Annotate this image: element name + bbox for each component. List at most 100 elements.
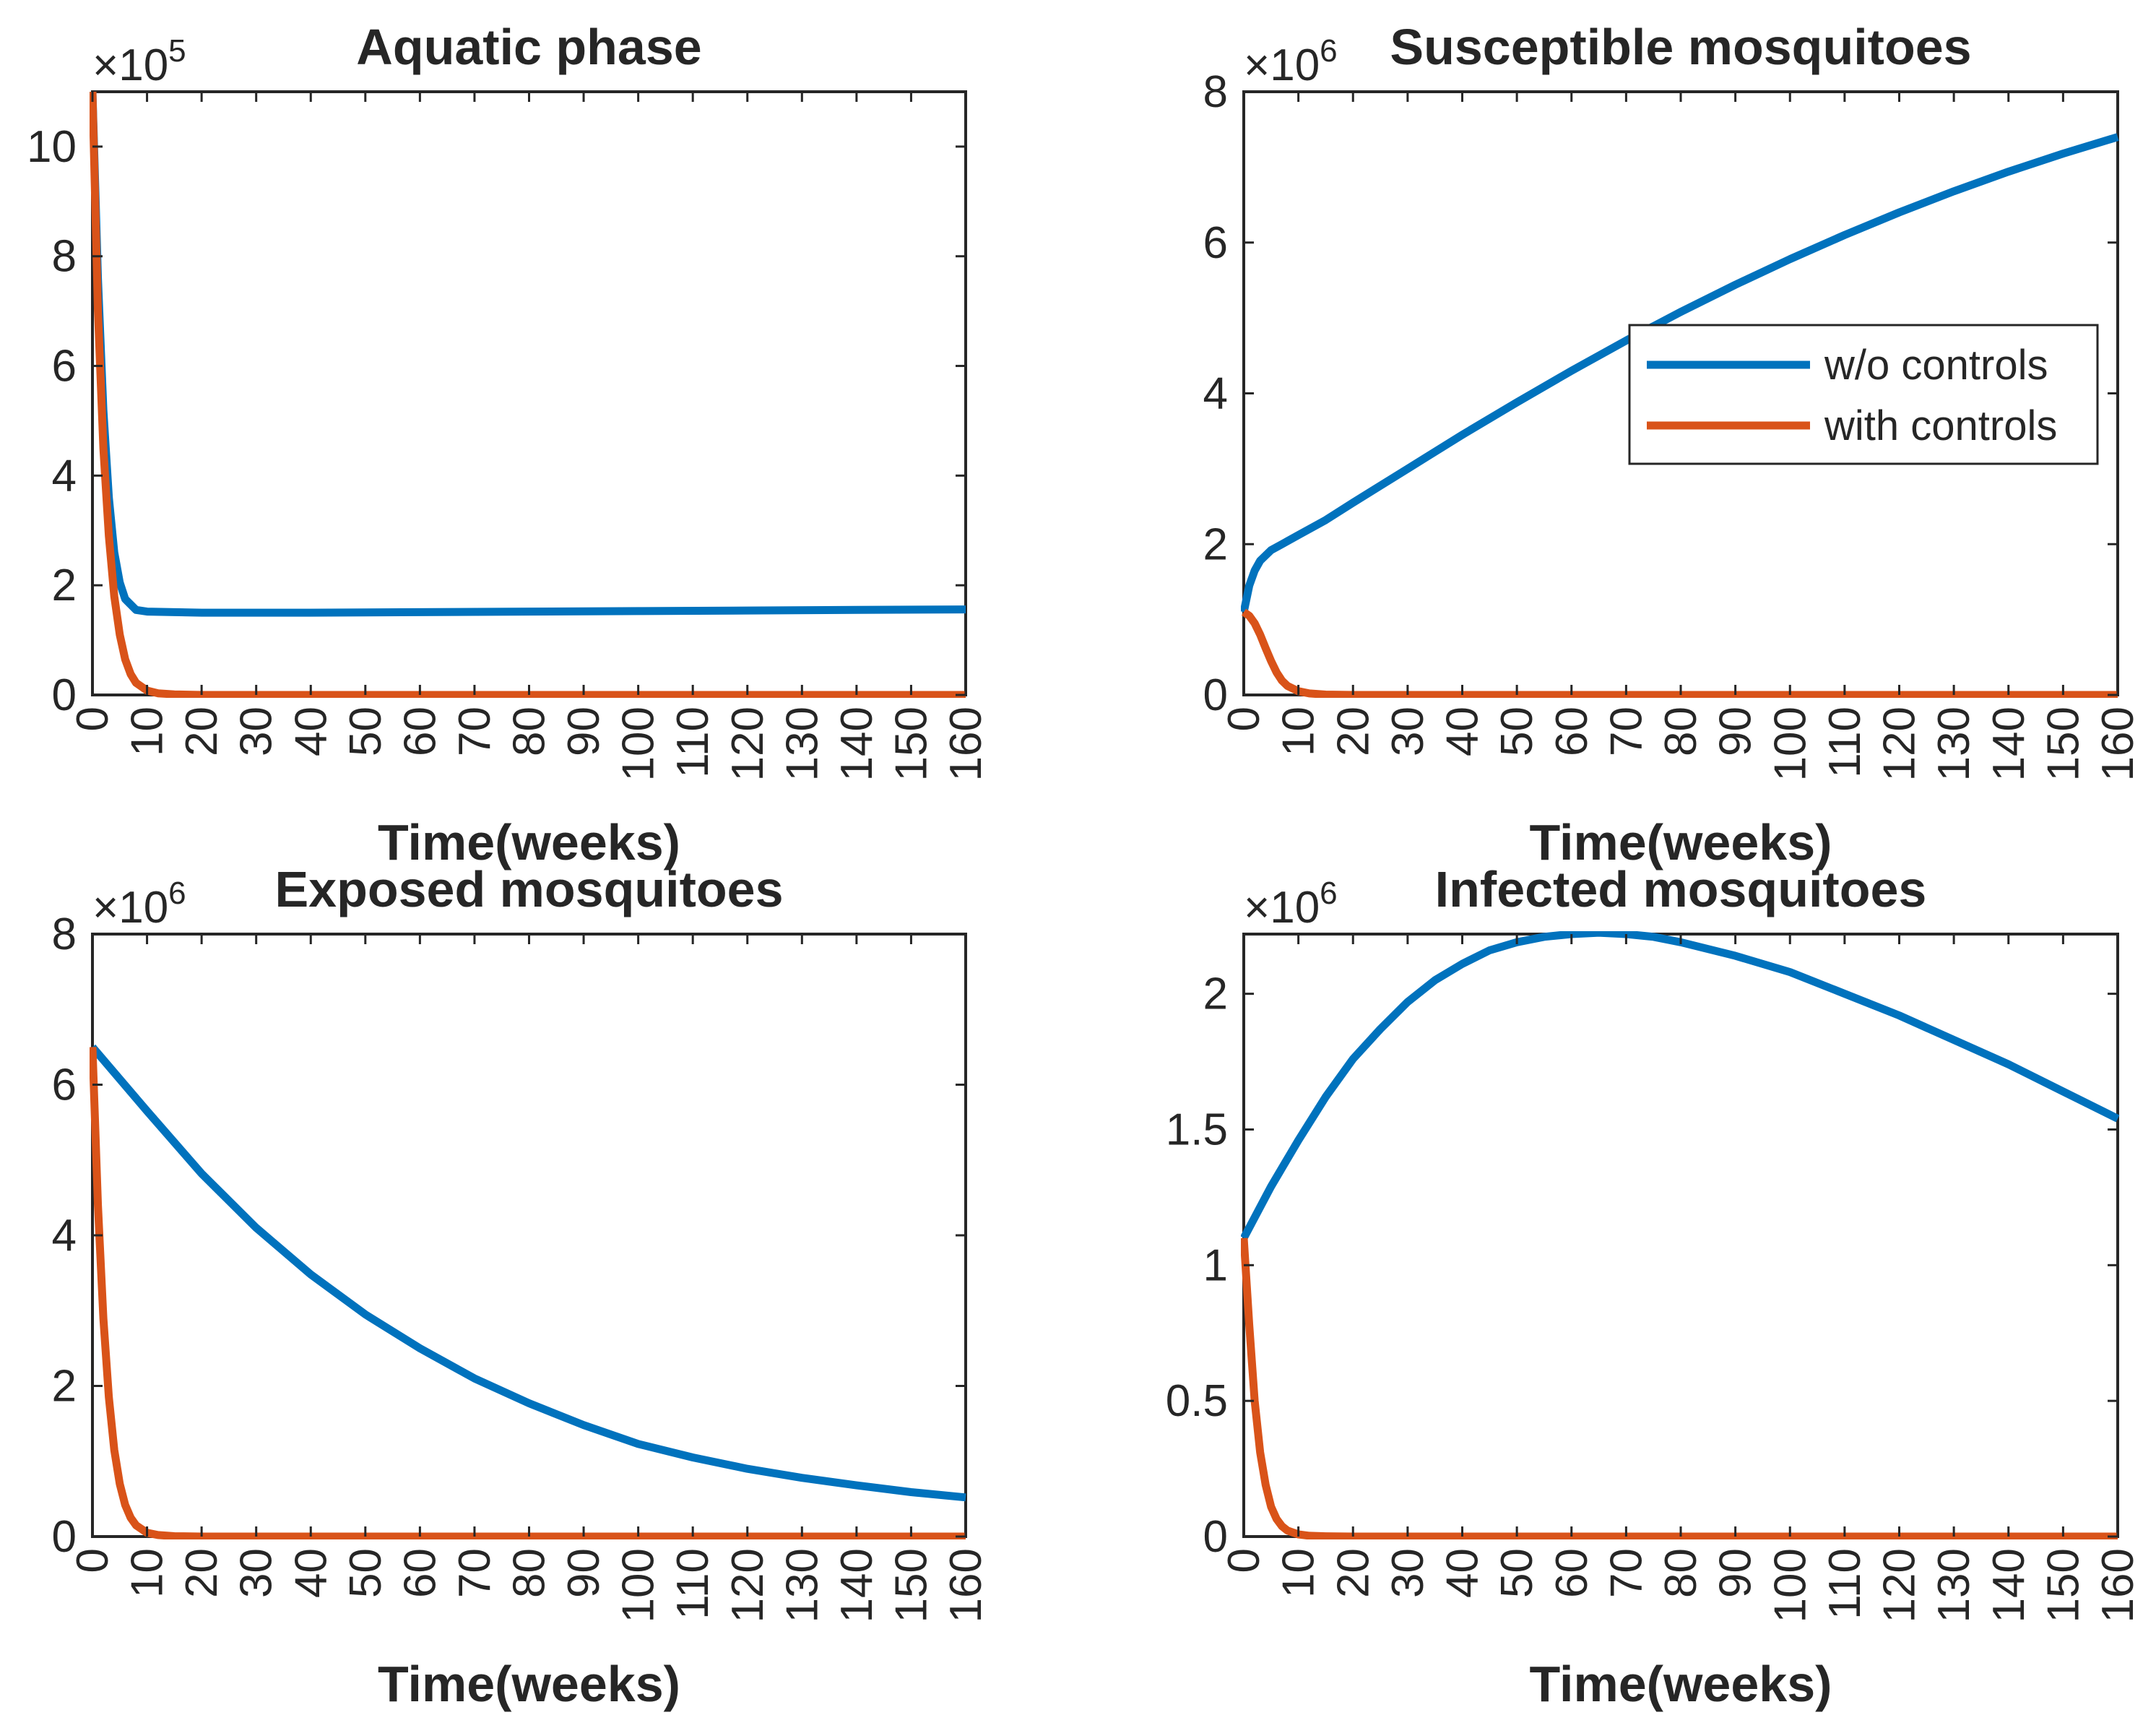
x-tick-label: 120: [723, 707, 773, 781]
x-tick-label: 30: [1383, 707, 1433, 756]
y-tick-label: 2: [1203, 519, 1228, 569]
series-line-with-controls: [90, 1047, 966, 1539]
y-tick-label: 8: [1203, 67, 1228, 117]
x-tick-label: 10: [1274, 1548, 1324, 1598]
x-tick-label: 100: [614, 1548, 664, 1623]
x-tick-label: 0: [1219, 1548, 1269, 1573]
x-tick-label: 140: [832, 1548, 882, 1623]
x-tick-label: 110: [668, 707, 718, 778]
x-tick-label: 40: [1438, 707, 1488, 756]
x-tick-label: 0: [1219, 707, 1269, 731]
x-tick-label: 110: [1820, 1548, 1870, 1620]
x-axis-label: Time(weeks): [1530, 814, 1832, 871]
exponent-power: 6: [1320, 33, 1337, 69]
exponent-base: ×10: [1244, 883, 1320, 933]
y-tick-label: 0: [52, 670, 77, 720]
series-line-without-controls: [90, 1044, 966, 1502]
x-tick-label: 20: [177, 1548, 227, 1598]
x-tick-label: 10: [123, 1548, 173, 1598]
x-tick-label: 140: [1984, 1548, 2034, 1623]
y-tick-label: 8: [52, 910, 77, 959]
x-tick-label: 70: [1601, 707, 1651, 756]
axes-frame: [91, 933, 967, 1538]
x-tick-label: 40: [1438, 1548, 1488, 1598]
y-tick-label: 0.5: [1166, 1376, 1228, 1426]
x-tick-label: 30: [232, 1548, 282, 1598]
x-tick-label: 70: [450, 1548, 500, 1598]
axis-exponent-label: ×105: [92, 33, 186, 90]
x-tick-label: 80: [505, 1548, 555, 1598]
axis-exponent-label: ×106: [1244, 33, 1338, 90]
chart-panel-2: 0 10 20 30 40 50 60 70 80 90 100 110 120 130 140 150 160…: [1203, 19, 2143, 871]
x-tick-label: 120: [1875, 1548, 1925, 1623]
x-tick-label: 20: [177, 707, 227, 756]
x-tick-label: 50: [341, 1548, 391, 1598]
chart-title: Susceptible mosquitoes: [1390, 19, 1971, 75]
y-tick-label: 1.5: [1166, 1105, 1228, 1154]
y-tick-label: 2: [1203, 969, 1228, 1019]
axis-exponent-label: ×106: [1244, 876, 1338, 933]
y-tick-label: 0: [52, 1512, 77, 1562]
x-tick-label: 120: [723, 1548, 773, 1623]
exponent-power: 5: [168, 33, 186, 69]
series-line-with-controls: [1241, 608, 2118, 698]
series-line-with-controls: [1241, 1237, 2118, 1539]
x-tick-label: 70: [450, 707, 500, 756]
x-tick-label: 40: [286, 707, 336, 756]
y-tick-label: 2: [52, 1362, 77, 1412]
x-tick-label: 50: [1492, 707, 1542, 756]
y-tick-label: 6: [52, 342, 77, 392]
x-tick-label: 130: [1929, 707, 1979, 781]
chart-panel-1: 0 10 20 30 40 50 60 70 80 90 100 110 120 130 140 150 160…: [27, 19, 991, 871]
y-tick-label: 6: [1203, 218, 1228, 268]
x-tick-label: 60: [1547, 707, 1597, 756]
x-tick-label: 100: [614, 707, 664, 781]
x-tick-label: 80: [1656, 1548, 1706, 1598]
x-tick-label: 160: [2093, 1548, 2143, 1623]
x-tick-label: 110: [668, 1548, 718, 1620]
x-tick-label: 160: [941, 707, 991, 781]
x-tick-label: 110: [1820, 707, 1870, 778]
x-tick-label: 90: [1711, 707, 1761, 756]
y-tick-label: 4: [52, 451, 77, 501]
x-tick-label: 150: [2038, 707, 2088, 781]
x-tick-label: 10: [123, 707, 173, 756]
chart-title: Infected mosquitoes: [1435, 861, 1927, 917]
series-line-without-controls: [1241, 133, 2119, 613]
x-tick-label: 80: [505, 707, 555, 756]
x-tick-label: 10: [1274, 707, 1324, 756]
x-tick-label: 140: [1984, 707, 2034, 781]
x-tick-label: 50: [1492, 1548, 1542, 1598]
series-line-without-controls: [1241, 931, 2120, 1240]
exponent-power: 6: [168, 876, 186, 911]
x-tick-label: 0: [68, 707, 118, 731]
chart-panel-4: 0 10 20 30 40 50 60 70 80 90 100 110 120 130 140 150 160…: [1166, 861, 2143, 1712]
y-tick-label: 1: [1203, 1240, 1228, 1290]
x-tick-label: 130: [1929, 1548, 1979, 1623]
y-tick-label: 4: [1203, 369, 1228, 419]
x-tick-label: 20: [1328, 707, 1378, 756]
y-tick-label: 4: [52, 1211, 77, 1261]
x-tick-label: 30: [1383, 1548, 1433, 1598]
x-tick-label: 120: [1875, 707, 1925, 781]
x-tick-label: 0: [68, 1548, 118, 1573]
y-tick-label: 10: [27, 122, 77, 172]
chart-panel-3: 0 10 20 30 40 50 60 70 80 90 100 110 120 130 140 150 160…: [52, 861, 991, 1712]
x-tick-label: 140: [832, 707, 882, 781]
series-line-without-controls: [90, 91, 966, 617]
x-tick-label: 150: [2038, 1548, 2088, 1623]
x-tick-label: 100: [1765, 1548, 1815, 1623]
y-tick-label: 6: [52, 1060, 77, 1110]
x-tick-label: 150: [886, 1548, 936, 1623]
chart-title: Aquatic phase: [356, 19, 701, 75]
x-tick-label: 160: [941, 1548, 991, 1623]
legend-entry-label: w/o controls: [1824, 342, 2048, 389]
x-axis-label: Time(weeks): [378, 814, 680, 871]
legend-entry-label: with controls: [1824, 402, 2057, 449]
y-tick-label: 0: [1203, 670, 1228, 720]
legend-box: [1628, 324, 2099, 465]
legend: w/o controls with controls: [1628, 324, 2099, 465]
x-tick-label: 70: [1601, 1548, 1651, 1598]
x-tick-label: 100: [1765, 707, 1815, 781]
